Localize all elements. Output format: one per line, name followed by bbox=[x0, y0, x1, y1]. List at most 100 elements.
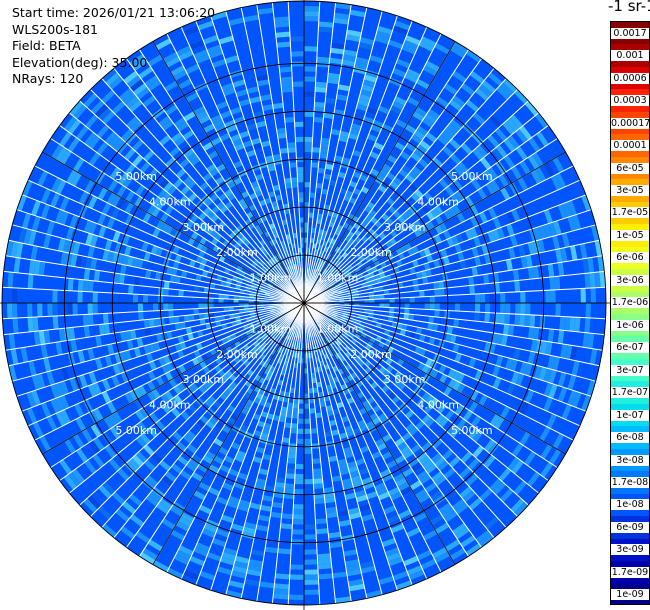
ray-gap bbox=[225, 302, 305, 595]
beta-cell bbox=[426, 254, 434, 263]
beta-cell bbox=[403, 555, 419, 567]
beta-cell bbox=[319, 315, 324, 320]
beta-cell bbox=[279, 147, 289, 154]
beta-cell bbox=[228, 468, 240, 477]
beta-cell bbox=[84, 132, 97, 147]
beta-cell bbox=[178, 364, 187, 374]
beta-cell bbox=[550, 289, 556, 303]
beta-cell bbox=[433, 259, 441, 268]
beta-cell bbox=[106, 401, 117, 414]
beta-cell bbox=[304, 146, 313, 153]
beta-cell bbox=[290, 423, 298, 429]
beta-cell bbox=[297, 172, 304, 178]
beta-cell bbox=[265, 357, 272, 364]
beta-cell bbox=[238, 303, 244, 307]
beta-cell bbox=[163, 303, 169, 311]
beta-cell bbox=[345, 190, 354, 198]
beta-cell bbox=[275, 477, 286, 484]
beta-cell bbox=[408, 426, 419, 436]
beta-cell bbox=[198, 114, 211, 125]
beta-cell bbox=[193, 49, 209, 60]
beta-cell bbox=[335, 317, 341, 322]
beta-cell bbox=[343, 49, 358, 57]
beta-cell bbox=[445, 333, 452, 343]
beta-cell bbox=[415, 327, 423, 335]
beta-cell bbox=[450, 547, 466, 561]
beta-cell bbox=[401, 432, 412, 442]
beta-cell bbox=[126, 75, 142, 88]
ray-gap bbox=[195, 20, 305, 304]
beta-cell bbox=[360, 565, 376, 574]
beta-cell bbox=[330, 129, 341, 136]
beta-cell bbox=[67, 471, 81, 487]
beta-cell bbox=[70, 172, 82, 187]
beta-cell bbox=[508, 247, 516, 259]
beta-cell bbox=[31, 200, 41, 216]
beta-cell bbox=[377, 172, 387, 181]
beta-cell bbox=[72, 241, 81, 255]
beta-cell bbox=[173, 554, 190, 566]
beta-cell bbox=[487, 207, 498, 220]
beta-cell bbox=[90, 234, 99, 247]
beta-cell bbox=[413, 284, 420, 292]
beta-cell bbox=[354, 356, 361, 363]
beta-cell bbox=[308, 222, 313, 228]
beta-cell bbox=[464, 196, 474, 208]
colorbar-tick-label: 0.0006 bbox=[611, 72, 649, 84]
beta-cell bbox=[242, 344, 250, 351]
beta-cell bbox=[228, 299, 234, 303]
beta-cell bbox=[331, 429, 340, 436]
beta-cell bbox=[465, 543, 482, 557]
beta-cell bbox=[405, 422, 416, 433]
beta-cell bbox=[216, 496, 229, 506]
beta-cell bbox=[416, 470, 429, 481]
beta-cell bbox=[513, 480, 527, 495]
beta-cell bbox=[443, 127, 456, 139]
beta-cell bbox=[287, 458, 296, 464]
beta-cell bbox=[208, 298, 214, 303]
beta-cell bbox=[388, 556, 404, 567]
beta-cell bbox=[457, 161, 469, 174]
beta-cell bbox=[304, 393, 309, 399]
beta-cell bbox=[505, 259, 513, 271]
beta-cell bbox=[540, 443, 553, 460]
beta-cell bbox=[187, 333, 194, 341]
beta-cell bbox=[527, 471, 541, 487]
ray-gap bbox=[303, 11, 383, 304]
beta-cell bbox=[290, 36, 304, 42]
beta-cell bbox=[12, 318, 19, 334]
beta-cell bbox=[263, 321, 270, 326]
beta-cell bbox=[492, 229, 501, 241]
beta-cell bbox=[266, 413, 274, 420]
beta-cell bbox=[394, 437, 405, 447]
beta-cell bbox=[64, 438, 76, 454]
beta-cell bbox=[124, 213, 134, 226]
beta-cell bbox=[304, 202, 310, 208]
beta-cell bbox=[432, 323, 439, 332]
colorbar-tick-label: 1e-06 bbox=[611, 319, 649, 331]
beta-cell bbox=[135, 451, 148, 464]
beta-cell bbox=[43, 234, 52, 249]
beta-cell bbox=[293, 504, 304, 510]
beta-cell bbox=[241, 407, 250, 416]
beta-cell bbox=[449, 426, 461, 438]
beta-cell bbox=[319, 350, 324, 356]
beta-cell bbox=[143, 150, 155, 162]
beta-cell bbox=[532, 152, 544, 168]
beta-cell bbox=[168, 303, 174, 311]
beta-cell bbox=[479, 293, 486, 303]
beta-cell bbox=[148, 318, 155, 328]
beta-cell bbox=[195, 274, 202, 281]
beta-cell bbox=[374, 482, 386, 491]
beta-cell bbox=[454, 404, 465, 416]
beta-cell bbox=[253, 429, 262, 437]
beta-cell bbox=[300, 227, 304, 233]
beta-cell bbox=[254, 275, 261, 281]
beta-cell bbox=[495, 144, 508, 158]
beta-cell bbox=[209, 193, 219, 202]
beta-cell bbox=[533, 226, 543, 241]
range-ring-label: 3.00km bbox=[183, 221, 225, 234]
beta-cell bbox=[60, 366, 70, 381]
beta-cell bbox=[268, 328, 275, 334]
beta-cell bbox=[298, 398, 304, 404]
